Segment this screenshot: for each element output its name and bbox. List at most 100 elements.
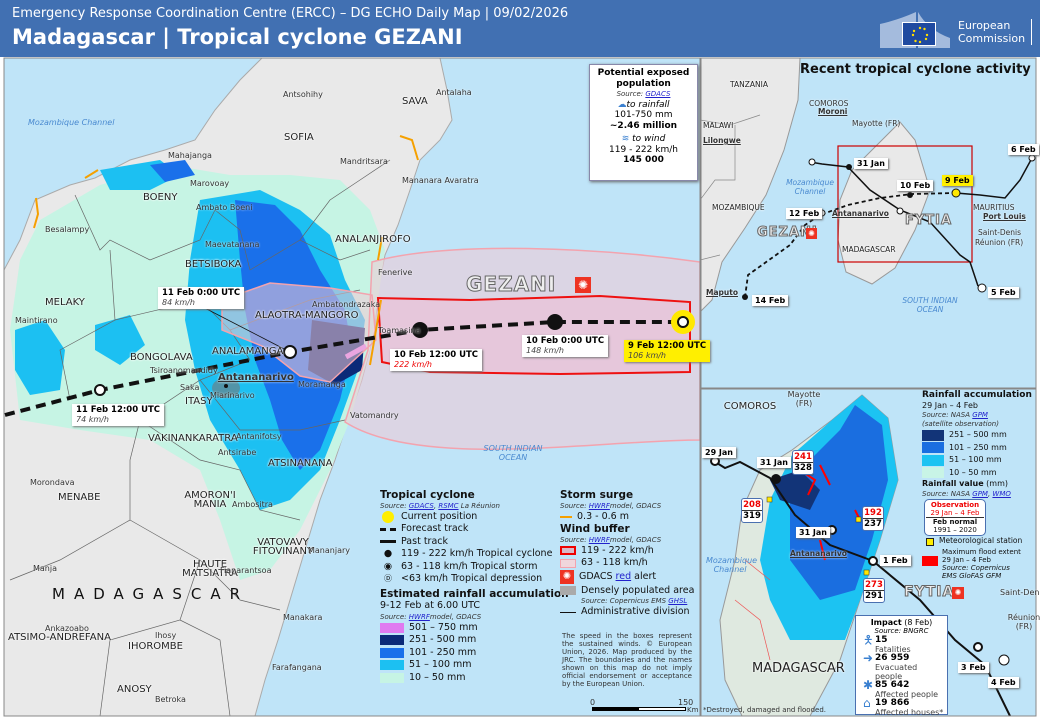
logo-text: European Commission [958,19,1033,45]
rain-label: to rainfall [626,99,670,110]
place-label: Miarinarivo [210,391,255,400]
place-label: Vatomandry [350,411,399,420]
legend-item: Past track [401,535,448,547]
ghsl-link[interactable]: GHSL [668,597,688,605]
date-label: 29 Jan [702,447,736,458]
wmo-link[interactable]: WMO [992,489,1011,498]
rain-swatch [380,622,404,633]
exposure-title: Potential exposed population [597,68,690,89]
track-label: 10 Feb 12:00 UTC 222 km/h [390,349,483,371]
impact-value: 15 [875,635,888,645]
footnote: *Destroyed, damaged and flooded. [703,706,826,714]
track-time: 11 Feb 0:00 UTC [162,288,241,298]
place-label: Mozambique Channel [706,556,758,574]
legend-rain-class: 51 – 100 mm [380,659,569,672]
source-prefix: Source: [380,501,407,510]
gdacs-red-alert-icon[interactable]: ✺ [806,228,817,239]
gdacs-red-alert-icon: ✺ [560,570,574,584]
source-prefix: Source: NASA [922,411,971,419]
place-label: Manja [33,564,57,573]
place-label: Antalaha [436,88,472,97]
exposed-population-box: Potential exposed population Source: GDA… [589,64,698,181]
rsmc-link[interactable]: RSMC [438,501,459,510]
legend-rain-class: 251 - 500 mm [380,634,569,647]
tropical-storm-icon: ◉ [383,560,393,572]
place-label: Maevatanana [205,240,260,249]
place-label: Toamasina [378,326,421,335]
place-label: Ambositra [232,500,273,509]
place-label: Antsohihy [283,90,323,99]
rain-swatch [922,429,944,441]
gdacs-link[interactable]: GDACS [408,501,434,510]
hwrf-link[interactable]: HWRF [588,535,610,544]
observed-value: 241 [793,452,813,463]
normal-value: 328 [794,463,812,473]
extent-rectangle [837,145,973,263]
gdacs-red-alert-icon[interactable]: ✺ [952,587,964,599]
rain-swatch [922,454,944,466]
obs-period: 29 Jan – 4 Feb [926,509,984,518]
gpm-link[interactable]: GPM [972,489,988,498]
hwrf-link[interactable]: HWRF [588,501,610,510]
place-label: Morondava [30,478,75,487]
current-position-icon [382,510,394,523]
normal-value: 291 [865,591,883,601]
normal-label: Feb normal [932,517,978,526]
gpm-link[interactable]: GPM [972,411,988,419]
gdacs-link[interactable]: GDACS [645,90,671,98]
place-label: ANOSY [117,684,152,695]
impact-date: (8 Feb) [904,618,933,627]
gdacs-red-alert-icon[interactable]: ✺ [575,277,591,293]
inset-recent-activity [701,58,1036,388]
hwrf-link[interactable]: HWRF [408,612,430,621]
alert-pre: GDACS [579,570,613,582]
place-label: SAVA [402,96,428,107]
legend-item: Maximum flood extent [942,547,1021,556]
logo-text-1: European [958,19,1011,32]
scale-label-150: 150 [678,698,694,707]
scale-bar: 0 150 Km [590,698,698,714]
place-label: Ambatondrazaka [312,300,381,309]
rain-swatch [380,647,404,658]
track-speed: 222 km/h [394,360,433,369]
sea-label-indian-ocean: SOUTH INDIAN OCEAN [483,444,543,462]
legend-title: Storm surge [560,489,634,501]
date-label: 5 Feb [988,287,1019,298]
header-subtitle: Emergency Response Coordination Centre (… [12,6,569,21]
date-label: 6 Feb [1008,144,1039,155]
track-label: 11 Feb 0:00 UTC 84 km/h [158,287,245,309]
source-prefix: Source: [380,612,407,621]
observed-value: 208 [742,500,762,511]
track-speed: 74 km/h [76,415,109,424]
place-label: MADAGASCAR [842,245,896,254]
impact-source: Source: BNGRC [874,627,929,635]
impact-label: Evacuated people [875,663,918,681]
place-label: Betroka [155,695,186,704]
storm-surge-swatch [560,515,572,518]
date-label: 3 Feb [958,662,989,673]
observed-value: 192 [863,508,883,519]
legend-item: Current position [401,510,478,522]
legend-title: Estimated rainfall accumulation [380,587,569,600]
track-time: 9 Feb 12:00 UTC [628,341,707,351]
rain-range: 101-750 mm [614,110,673,120]
track-label-current: 9 Feb 12:00 UTC 106 km/h [624,340,711,362]
date-label: 14 Feb [752,295,789,306]
legend-title: Rainfall accumulation [922,390,1032,400]
place-label: MELAKY [45,297,85,308]
legend-item: 251 – 500 mm [949,430,1007,439]
legend-surge-wind: Storm surge Source: HWRFmodel, GDACS 0.3… [560,489,694,619]
place-label: Maputo [706,288,738,297]
source-suffix: model, GDACS [609,535,662,544]
red-alert-link[interactable]: red [615,570,632,582]
legend-item: 101 - 250 mm [409,646,477,658]
wind-63-118-swatch [560,558,576,568]
source-prefix: Source: [560,501,587,510]
impact-value: 26 959 [875,653,910,663]
place-label: Mananjary [308,546,350,555]
legend-tropical-cyclone: Tropical cyclone Source: GDACS, RSMC La … [380,489,569,683]
house-icon: ⌂ [863,696,871,710]
source-prefix: Source: [560,535,587,544]
place-label: SOFIA [284,132,314,143]
